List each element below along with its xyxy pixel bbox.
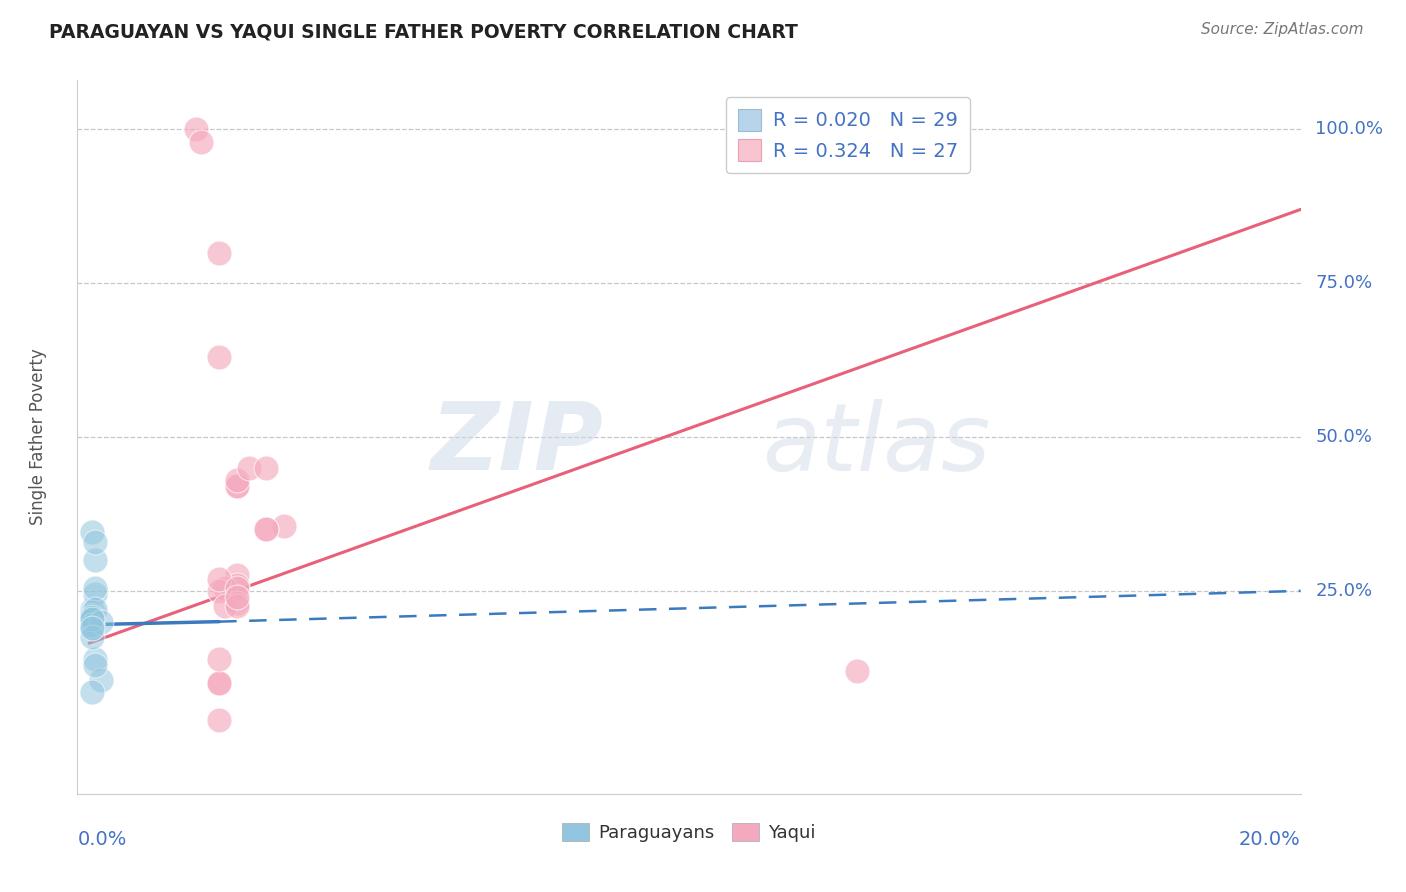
Point xyxy=(190,135,212,149)
Point xyxy=(225,473,247,487)
Point xyxy=(225,596,247,610)
Point xyxy=(82,621,104,635)
Point xyxy=(82,617,104,632)
Point xyxy=(82,606,104,620)
Point xyxy=(82,617,104,632)
Point xyxy=(90,615,112,629)
Point xyxy=(225,599,247,614)
Point xyxy=(225,568,247,582)
Point xyxy=(208,676,231,690)
Text: 75.0%: 75.0% xyxy=(1315,274,1372,293)
Point xyxy=(254,522,277,536)
Point xyxy=(82,611,104,625)
Point xyxy=(82,615,104,629)
Point xyxy=(82,630,104,644)
Point xyxy=(238,460,260,475)
Point xyxy=(84,534,107,549)
Point xyxy=(225,479,247,493)
Point xyxy=(82,611,104,625)
Point xyxy=(82,525,104,540)
Point xyxy=(254,460,277,475)
Point xyxy=(225,581,247,595)
Point xyxy=(83,606,105,620)
Point xyxy=(84,657,107,672)
Point xyxy=(84,581,107,595)
Point xyxy=(225,479,247,493)
Text: 50.0%: 50.0% xyxy=(1315,428,1372,446)
Text: Single Father Poverty: Single Father Poverty xyxy=(30,349,48,525)
Point xyxy=(225,590,247,604)
Point xyxy=(84,587,107,601)
Point xyxy=(82,611,104,625)
Text: 20.0%: 20.0% xyxy=(1239,830,1301,848)
Point xyxy=(84,602,107,616)
Point xyxy=(84,553,107,567)
Point xyxy=(254,522,277,536)
Point xyxy=(82,608,104,623)
Point xyxy=(82,609,104,624)
Text: 25.0%: 25.0% xyxy=(1315,582,1372,600)
Point xyxy=(184,122,207,136)
Text: PARAGUAYAN VS YAQUI SINGLE FATHER POVERTY CORRELATION CHART: PARAGUAYAN VS YAQUI SINGLE FATHER POVERT… xyxy=(49,22,799,41)
Point xyxy=(208,583,231,598)
Text: 0.0%: 0.0% xyxy=(77,830,127,848)
Point xyxy=(82,608,104,623)
Point xyxy=(82,602,104,616)
Point xyxy=(846,664,869,678)
Point xyxy=(90,673,112,687)
Point xyxy=(214,599,236,614)
Point xyxy=(208,245,231,260)
Text: Source: ZipAtlas.com: Source: ZipAtlas.com xyxy=(1201,22,1364,37)
Text: atlas: atlas xyxy=(762,399,991,490)
Text: 100.0%: 100.0% xyxy=(1315,120,1384,138)
Point xyxy=(214,581,236,595)
Point xyxy=(84,651,107,665)
Point xyxy=(82,685,104,699)
Point xyxy=(208,572,231,586)
Point xyxy=(208,713,231,727)
Point xyxy=(225,578,247,592)
Point xyxy=(82,608,104,623)
Point xyxy=(208,676,231,690)
Text: ZIP: ZIP xyxy=(430,398,603,491)
Point xyxy=(273,519,295,533)
Legend: Paraguayans, Yaqui: Paraguayans, Yaqui xyxy=(555,815,823,849)
Point xyxy=(82,617,104,632)
Point xyxy=(208,651,231,665)
Point xyxy=(82,615,104,629)
Point xyxy=(208,350,231,364)
Point xyxy=(82,621,104,635)
